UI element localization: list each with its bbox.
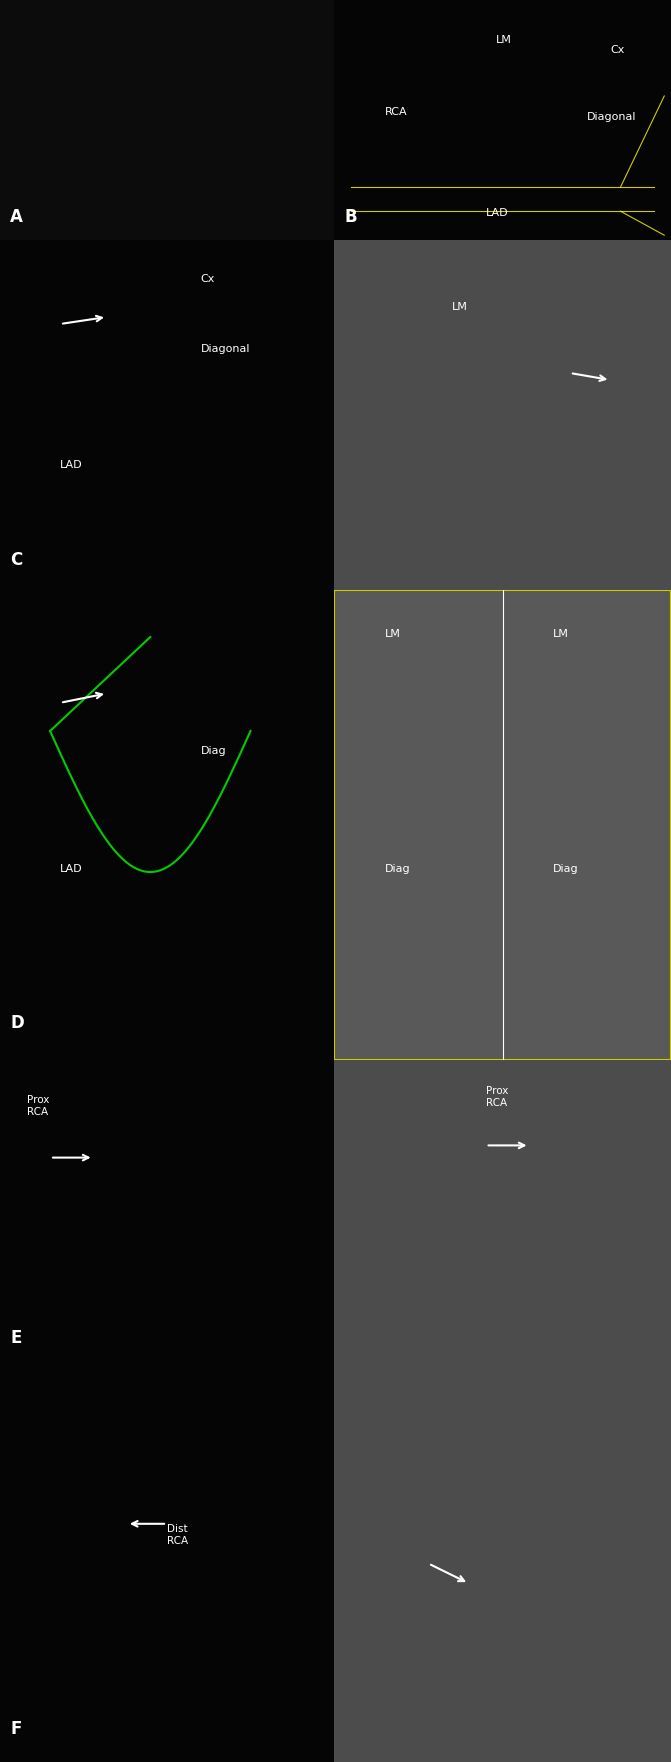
Text: Diag: Diag	[384, 863, 410, 874]
Text: LAD: LAD	[60, 863, 83, 874]
Text: Dist
RCA: Dist RCA	[167, 1524, 188, 1545]
Text: D: D	[10, 1013, 23, 1033]
Text: Cx: Cx	[611, 44, 625, 55]
Text: Prox
RCA: Prox RCA	[27, 1096, 49, 1117]
Text: Diag: Diag	[201, 747, 226, 756]
Text: E: E	[10, 1329, 21, 1346]
Text: LAD: LAD	[486, 208, 508, 218]
Text: F: F	[10, 1720, 21, 1737]
Text: Prox
RCA: Prox RCA	[486, 1085, 508, 1108]
Text: Diag: Diag	[553, 863, 578, 874]
Text: LM: LM	[384, 629, 401, 640]
Text: C: C	[10, 552, 22, 569]
Text: Diagonal: Diagonal	[586, 113, 636, 122]
Text: LM: LM	[553, 629, 569, 640]
Text: LM: LM	[452, 301, 468, 312]
Text: LM: LM	[496, 35, 511, 46]
Text: LAD: LAD	[60, 460, 83, 469]
Text: Cx: Cx	[201, 275, 215, 284]
Text: RCA: RCA	[384, 107, 407, 118]
Text: A: A	[10, 208, 23, 226]
Text: B: B	[344, 208, 357, 226]
Text: Diagonal: Diagonal	[201, 344, 250, 354]
